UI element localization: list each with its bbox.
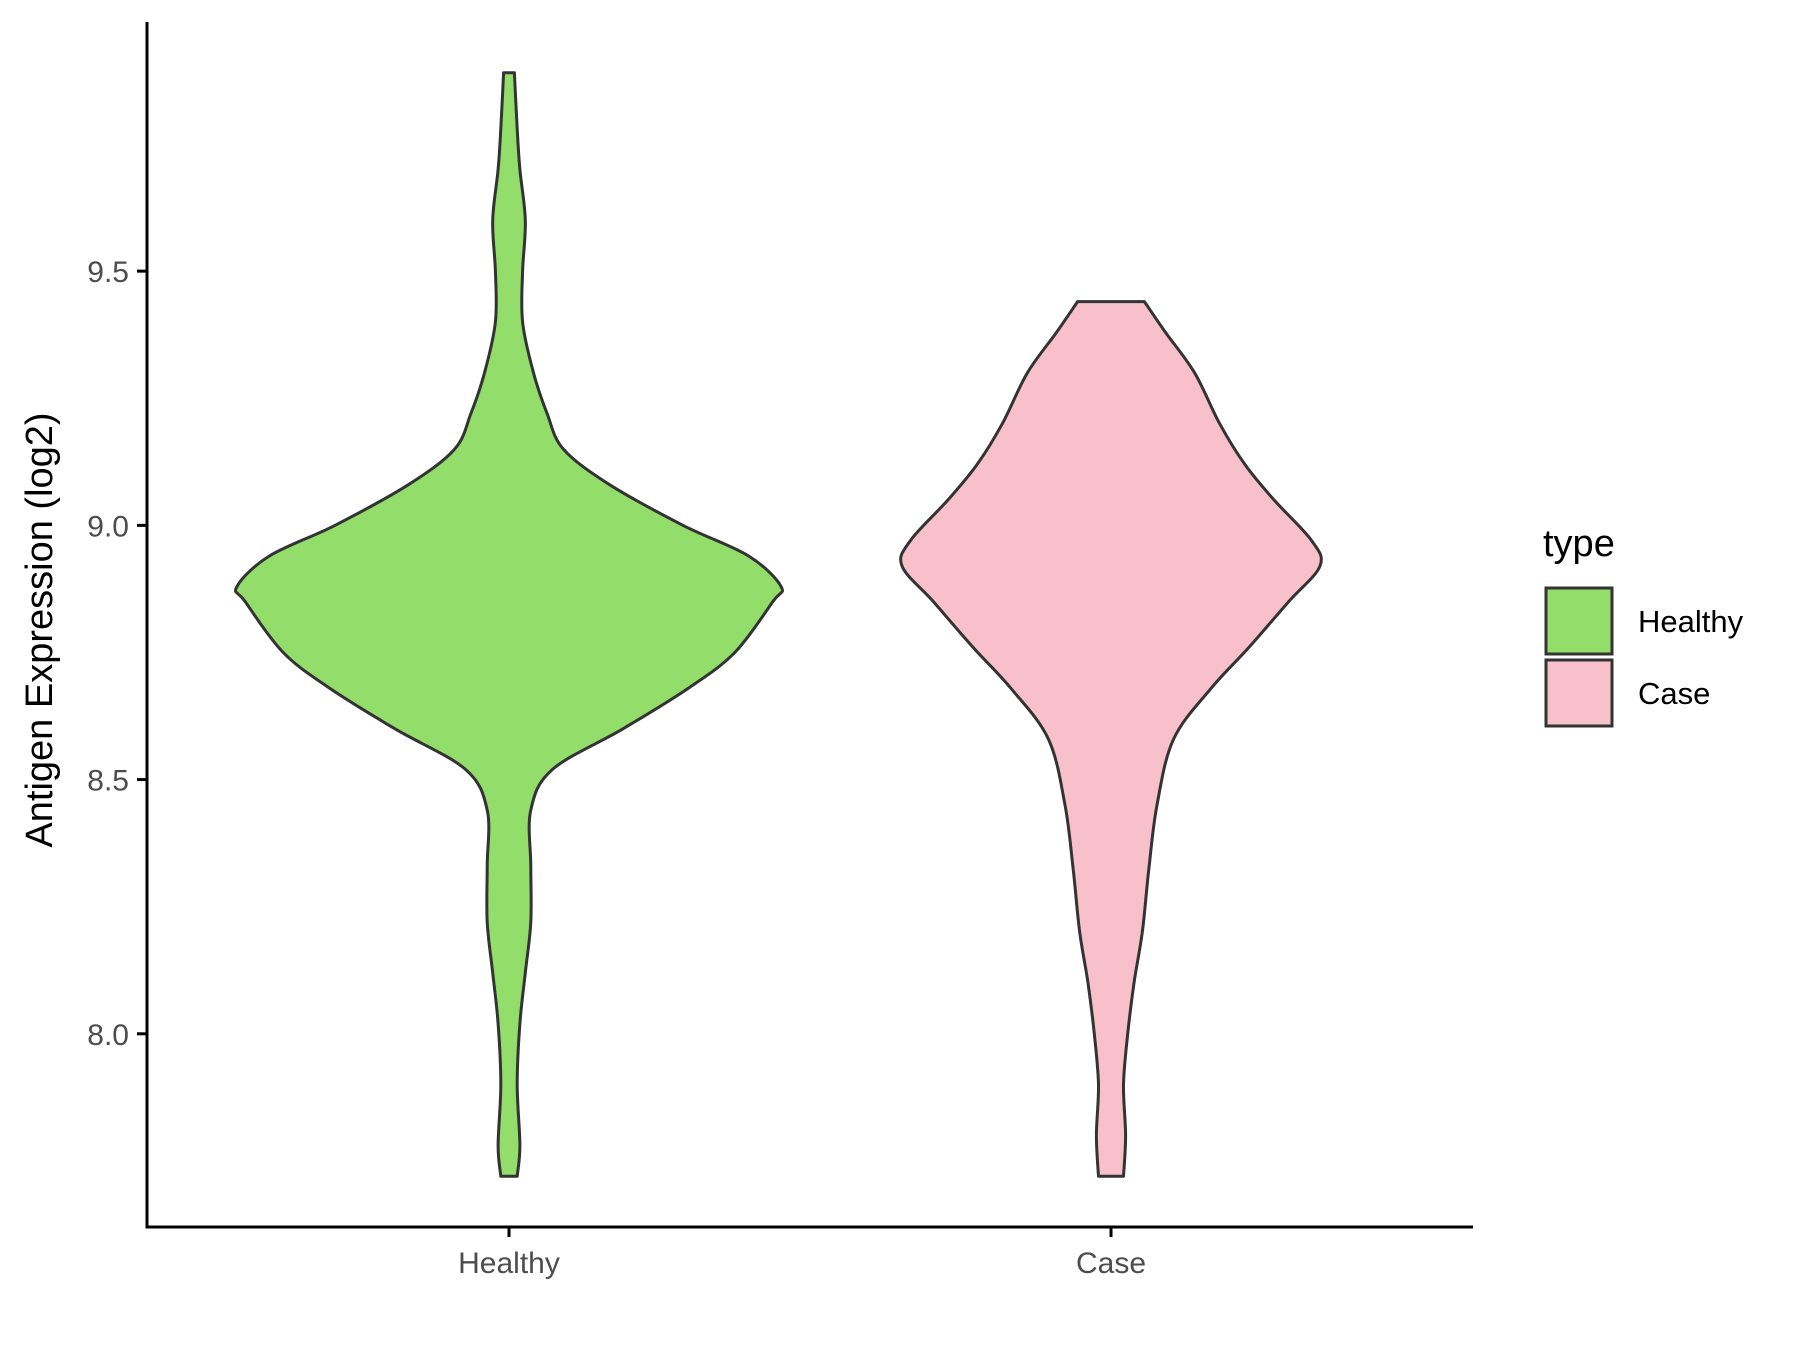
y-tick-label: 9.0 — [87, 510, 129, 543]
y-tick-label: 8.0 — [87, 1019, 129, 1052]
violins-layer — [234, 71, 1323, 1178]
legend-swatch-healthy — [1544, 586, 1614, 656]
y-axis-title: Antigen Expression (log2) — [19, 412, 61, 847]
y-ticks: 8.0 8.5 9.0 9.5 — [87, 256, 147, 1052]
legend: type Healthy Case — [1543, 523, 1744, 728]
x-tick-label: Case — [1076, 1247, 1146, 1280]
legend-label-case: Case — [1638, 676, 1710, 711]
violin-case — [899, 300, 1323, 1178]
legend-label-healthy: Healthy — [1638, 604, 1744, 639]
violin-healthy — [234, 71, 784, 1178]
x-tick-label: Healthy — [458, 1247, 560, 1280]
axes: 8.0 8.5 9.0 9.5 Healthy Case — [87, 22, 1473, 1280]
legend-swatch-case — [1544, 658, 1614, 728]
legend-title: type — [1543, 523, 1615, 565]
x-ticks: Healthy Case — [458, 1227, 1146, 1280]
legend-items: Healthy Case — [1544, 586, 1744, 728]
y-tick-label: 9.5 — [87, 256, 129, 289]
y-tick-label: 8.5 — [87, 765, 129, 798]
